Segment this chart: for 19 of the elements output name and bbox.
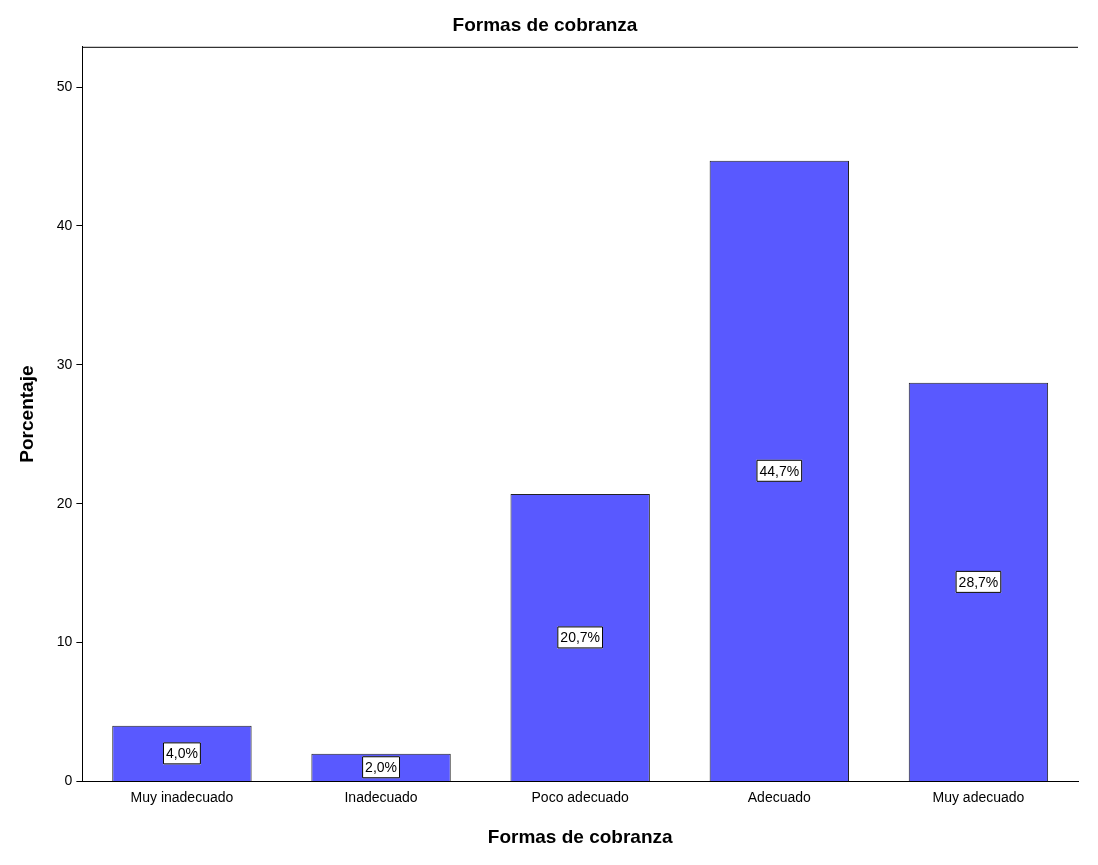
chart-title: Formas de cobranza: [452, 13, 638, 35]
x-tick-label: Poco adecuado: [531, 788, 630, 805]
y-tick-label: 50: [56, 77, 73, 94]
data-label: 28,7%: [958, 573, 999, 590]
data-label: 44,7%: [759, 462, 800, 479]
data-label: 4,0%: [165, 745, 198, 762]
y-tick-label: 0: [64, 772, 73, 789]
x-tick-label: Muy inadecuado: [130, 788, 234, 805]
y-tick-label: 20: [56, 494, 73, 511]
x-axis-title: Formas de cobranza: [487, 825, 674, 847]
data-label: 20,7%: [560, 629, 601, 646]
x-tick-label: Adecuado: [747, 788, 812, 805]
y-axis-title: Porcentaje: [15, 365, 37, 463]
data-label: 2,0%: [365, 759, 398, 776]
x-tick-label: Muy adecuado: [932, 788, 1025, 805]
y-tick-label: 30: [56, 355, 73, 372]
y-tick-label: 10: [56, 633, 73, 650]
x-tick-label: Inadecuado: [344, 788, 418, 805]
y-tick-label: 40: [56, 216, 73, 233]
